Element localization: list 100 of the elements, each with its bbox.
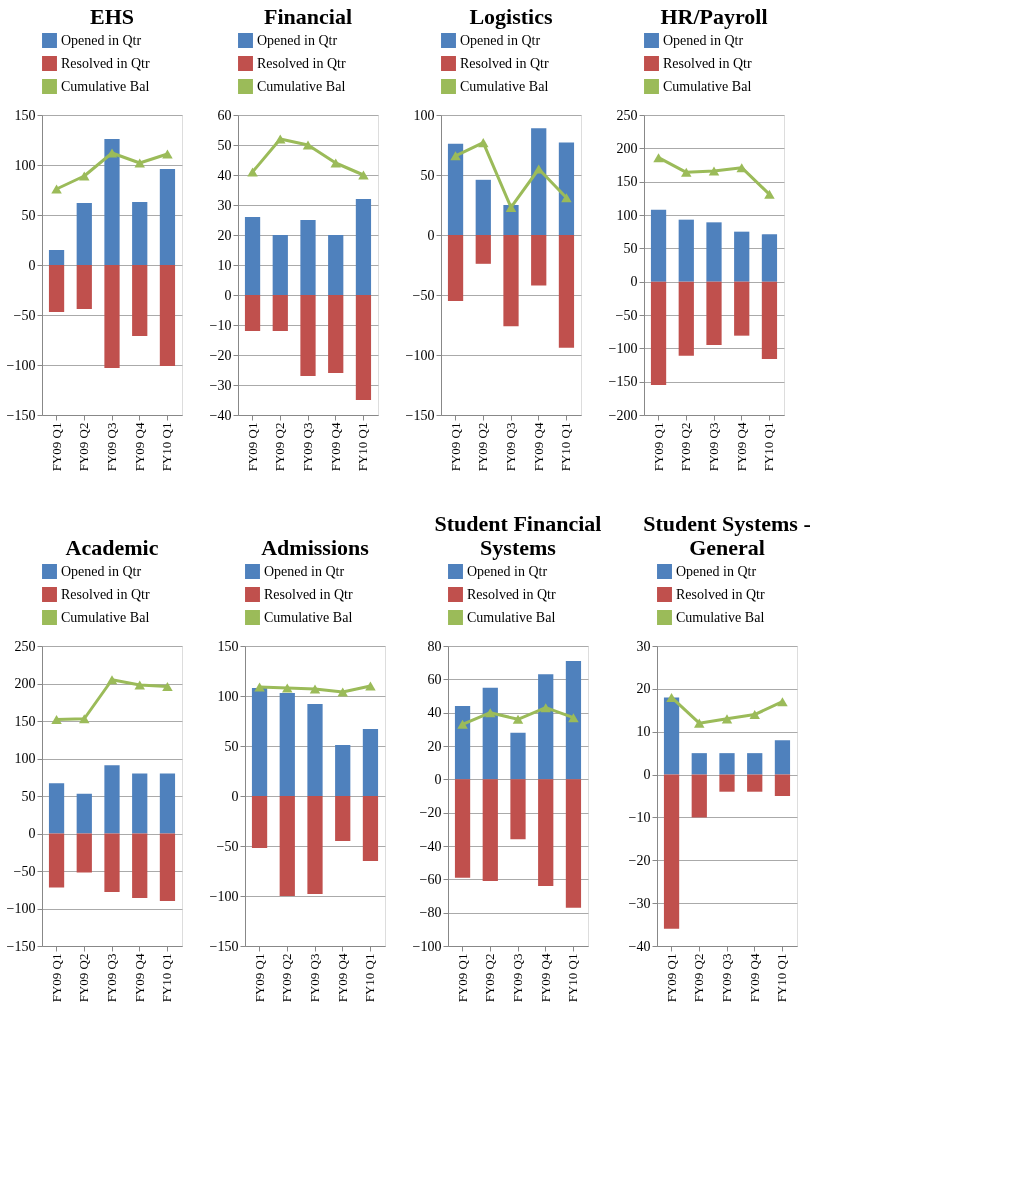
y-tick-label: 0 — [28, 257, 36, 273]
bar — [475, 179, 491, 235]
y-tick-label: 100 — [14, 751, 36, 766]
point — [247, 167, 258, 177]
bar — [510, 779, 526, 840]
bar — [565, 661, 582, 780]
legend-label: Cumulative Bal — [61, 609, 150, 625]
bar — [531, 128, 547, 235]
point — [749, 710, 760, 720]
y-tick-label: −50 — [412, 287, 435, 303]
x-tick-label: FY09 Q3 — [706, 422, 721, 472]
x-tick-label: FY09 Q2 — [272, 422, 288, 472]
bar — [132, 202, 148, 265]
y-tick-label: 60 — [427, 671, 442, 687]
x-tick-label: FY09 Q1 — [650, 422, 666, 472]
y-tick-label: −150 — [209, 938, 239, 954]
point — [505, 202, 517, 212]
y-tick-label: 50 — [623, 240, 638, 256]
bar — [454, 706, 471, 780]
point — [79, 714, 90, 724]
x-tick-label: FY10 Q1 — [774, 953, 790, 1003]
y-tick-label: 50 — [217, 137, 232, 153]
point — [302, 140, 314, 150]
point — [777, 697, 788, 707]
bar — [159, 833, 176, 901]
y-tick-label: −20 — [628, 852, 651, 868]
y-tick-label: 50 — [420, 167, 435, 183]
chart-title: EHS — [89, 4, 135, 29]
legend-label: Resolved in Qtr — [264, 586, 353, 602]
x-tick-label: FY09 Q4 — [327, 422, 343, 472]
bar — [159, 169, 176, 265]
y-tick-label: 20 — [636, 681, 651, 697]
bar — [719, 774, 735, 792]
bar — [650, 281, 667, 385]
bar — [76, 265, 92, 309]
y-tick-label: −10 — [209, 317, 232, 333]
bar — [104, 139, 120, 265]
bar — [328, 235, 344, 295]
bar — [538, 779, 554, 886]
point — [162, 681, 173, 692]
bar — [650, 209, 667, 282]
chart-title: Logistics — [469, 4, 553, 29]
y-tick-label: −10 — [628, 809, 651, 825]
point — [134, 680, 145, 690]
bar — [747, 753, 763, 775]
point — [681, 167, 692, 177]
legend-label: Cumulative Bal — [264, 609, 353, 625]
y-tick-label: 100 — [14, 157, 36, 173]
y-tick-label: 40 — [217, 167, 232, 183]
y-tick-label: 0 — [28, 826, 36, 841]
y-tick-label: 50 — [21, 788, 36, 804]
y-tick-label: 200 — [14, 676, 36, 691]
x-tick-label: FY09 Q3 — [104, 422, 119, 472]
point — [79, 171, 90, 181]
legend-label: Resolved in Qtr — [460, 55, 549, 71]
legend-label: Opened in Qtr — [676, 563, 757, 579]
x-tick-label: FY09 Q3 — [719, 953, 734, 1003]
legend-label: Opened in Qtr — [61, 32, 142, 48]
x-tick-label: FY09 Q4 — [537, 953, 553, 1003]
point — [162, 149, 173, 159]
legend-label: Cumulative Bal — [257, 78, 346, 94]
bar — [132, 773, 148, 834]
y-tick-label: 10 — [636, 724, 651, 740]
y-tick-label: 20 — [427, 738, 442, 754]
bar — [531, 235, 547, 286]
y-tick-label: 150 — [14, 713, 36, 729]
bar — [747, 774, 763, 792]
bar — [159, 265, 176, 366]
bar — [272, 235, 288, 295]
x-tick-label: FY09 Q2 — [279, 953, 295, 1003]
bar — [279, 796, 295, 896]
bar — [335, 796, 351, 841]
x-tick-label: FY09 Q1 — [454, 953, 470, 1003]
bar — [335, 745, 351, 796]
y-tick-label: −50 — [216, 838, 239, 854]
y-tick-label: −40 — [209, 407, 232, 423]
legend-label: Resolved in Qtr — [676, 586, 765, 602]
bar — [774, 774, 791, 796]
point — [282, 683, 293, 693]
legend-label: Resolved in Qtr — [257, 55, 346, 71]
y-tick-label: −100 — [209, 888, 239, 904]
y-tick-label: −100 — [412, 938, 442, 954]
bar — [761, 234, 778, 282]
x-tick-label: FY09 Q2 — [691, 953, 707, 1003]
y-tick-label: 0 — [427, 227, 435, 243]
point — [764, 189, 775, 199]
point — [721, 714, 733, 724]
bar — [663, 774, 680, 929]
y-tick-label: 0 — [434, 771, 442, 787]
legend-label: Resolved in Qtr — [61, 55, 150, 71]
bar — [48, 833, 65, 888]
bar — [104, 265, 120, 368]
bar — [48, 783, 65, 834]
bar — [104, 833, 120, 892]
point — [694, 718, 705, 728]
point — [478, 138, 489, 148]
bar — [307, 704, 323, 796]
legend-label: Cumulative Bal — [663, 78, 752, 94]
y-tick-label: −40 — [419, 838, 442, 854]
y-tick-label: 50 — [21, 207, 36, 223]
